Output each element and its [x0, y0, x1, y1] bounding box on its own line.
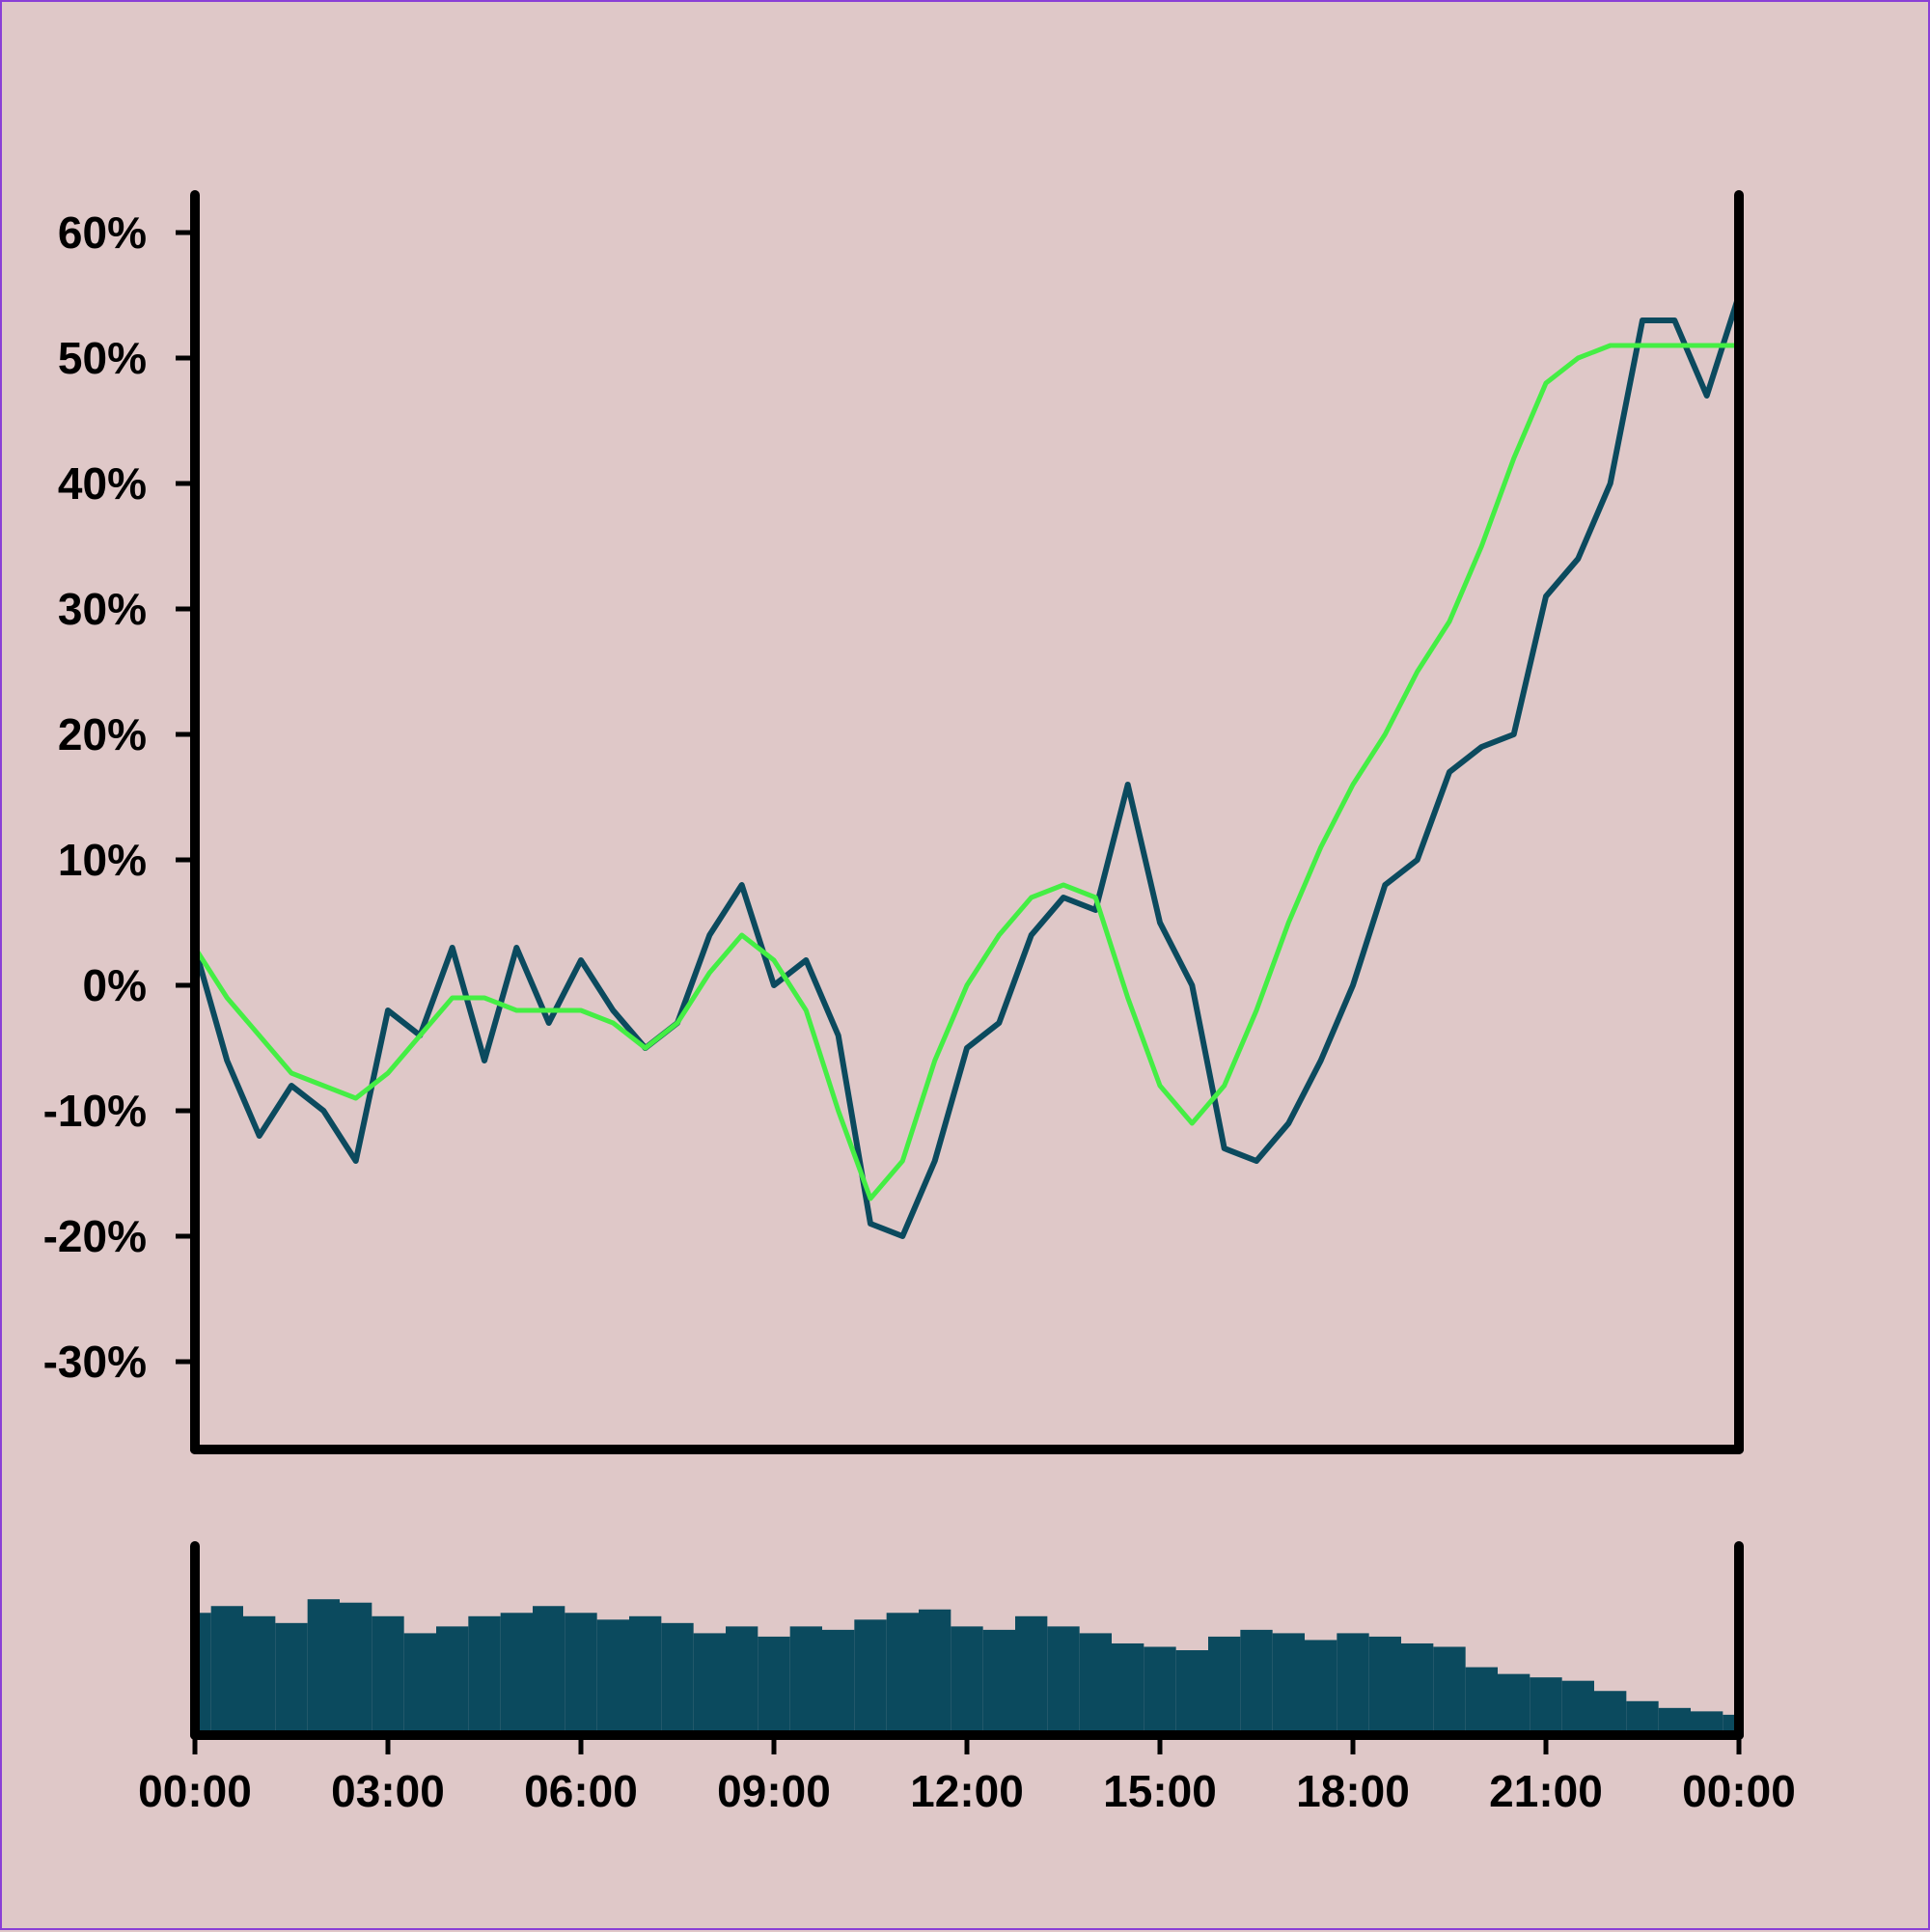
- x-tick-label: 18:00: [1296, 1766, 1410, 1816]
- volume-bar: [468, 1615, 501, 1735]
- volume-bar: [693, 1633, 726, 1735]
- volume-bar: [275, 1622, 308, 1735]
- volume-bar: [661, 1622, 694, 1735]
- volume-bar: [1433, 1646, 1466, 1735]
- volume-bar: [1175, 1650, 1208, 1735]
- y-tick-label: -10%: [43, 1086, 147, 1136]
- volume-bar: [565, 1613, 597, 1735]
- x-tick-label: 06:00: [524, 1766, 638, 1816]
- volume-bar: [210, 1606, 243, 1735]
- y-tick-label: 10%: [58, 835, 147, 885]
- volume-bar: [1368, 1636, 1401, 1735]
- x-tick-label: 12:00: [910, 1766, 1024, 1816]
- volume-bar: [533, 1606, 565, 1735]
- volume-bar: [886, 1613, 919, 1735]
- volume-bar: [403, 1633, 436, 1735]
- volume-bar: [1561, 1680, 1594, 1735]
- volume-bar: [372, 1615, 404, 1735]
- volume-bar: [629, 1615, 662, 1735]
- volume-bar: [726, 1626, 758, 1735]
- volume-bar: [919, 1609, 951, 1735]
- volume-bar: [1626, 1700, 1659, 1735]
- x-tick-label: 09:00: [717, 1766, 831, 1816]
- volume-bar: [1272, 1633, 1305, 1735]
- y-tick-label: 40%: [58, 458, 147, 509]
- y-tick-label: 0%: [83, 960, 147, 1010]
- volume-bar: [340, 1602, 372, 1735]
- volume-bar: [822, 1629, 855, 1735]
- x-tick-label: 03:00: [331, 1766, 445, 1816]
- y-tick-label: 60%: [58, 207, 147, 258]
- volume-bar: [1208, 1636, 1241, 1735]
- volume-bar: [1079, 1633, 1112, 1735]
- volume-bar: [596, 1619, 629, 1735]
- volume-bar: [1465, 1667, 1498, 1735]
- x-tick-label: 00:00: [1682, 1766, 1796, 1816]
- volume-bar: [500, 1613, 533, 1735]
- x-tick-label: 21:00: [1489, 1766, 1603, 1816]
- volume-bar: [758, 1636, 790, 1735]
- volume-bar: [982, 1629, 1015, 1735]
- x-tick-label: 15:00: [1103, 1766, 1217, 1816]
- volume-bar: [1337, 1633, 1369, 1735]
- volume-bar: [1401, 1642, 1434, 1735]
- volume-bar: [436, 1626, 469, 1735]
- volume-bar: [1240, 1629, 1273, 1735]
- series-line-2: [192, 343, 1742, 1201]
- x-tick-label: 00:00: [138, 1766, 252, 1816]
- volume-bar: [1305, 1640, 1337, 1735]
- volume-bar: [243, 1615, 276, 1735]
- volume-bar: [1144, 1646, 1176, 1735]
- volume-bar: [1594, 1691, 1627, 1735]
- series-line-1: [192, 292, 1742, 1239]
- volume-bar: [789, 1626, 822, 1735]
- y-tick-label: 20%: [58, 709, 147, 759]
- volume-bar: [1530, 1677, 1562, 1735]
- y-tick-label: -30%: [43, 1337, 147, 1387]
- y-tick-label: -20%: [43, 1211, 147, 1261]
- volume-bar: [1047, 1626, 1080, 1735]
- y-tick-label: 30%: [58, 584, 147, 634]
- volume-bar: [854, 1619, 887, 1735]
- y-tick-label: 50%: [58, 333, 147, 383]
- volume-bar: [307, 1599, 340, 1735]
- volume-bar: [1112, 1642, 1144, 1735]
- volume-bar: [951, 1626, 983, 1735]
- volume-bar: [1498, 1673, 1530, 1735]
- volume-bar: [1015, 1615, 1048, 1735]
